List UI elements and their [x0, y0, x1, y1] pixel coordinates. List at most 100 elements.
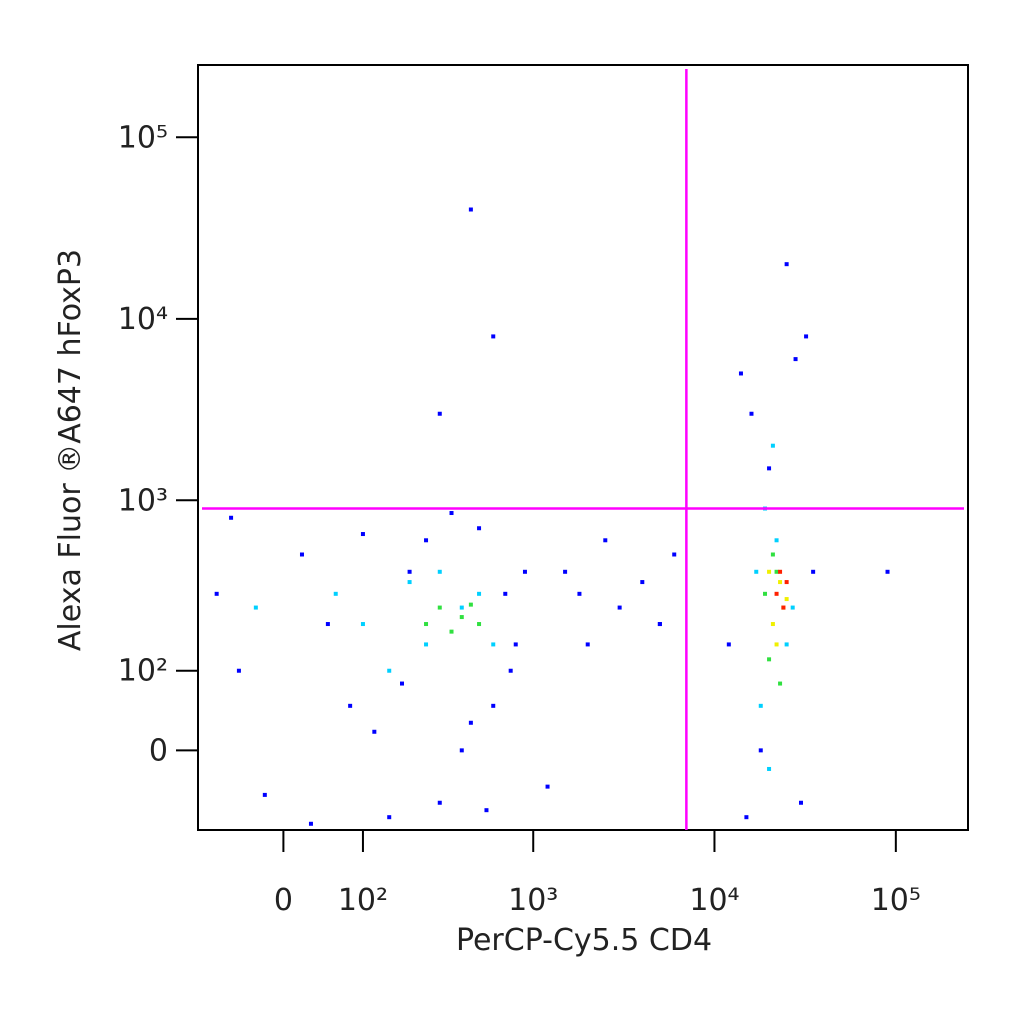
point — [449, 629, 454, 634]
x-tick-label: 10³ — [508, 883, 558, 918]
point — [513, 642, 518, 647]
x-tick-label: 10⁵ — [871, 883, 921, 918]
point — [790, 605, 795, 610]
point — [491, 334, 496, 339]
point — [778, 569, 783, 574]
point — [784, 642, 789, 647]
point — [214, 591, 219, 596]
point — [484, 808, 489, 813]
x-axis-label: PerCP-Cy5.5 CD4 — [456, 923, 712, 958]
plot-frame — [197, 64, 969, 831]
point — [229, 515, 234, 520]
point — [459, 748, 464, 753]
point — [348, 703, 353, 708]
point — [372, 729, 377, 734]
point — [477, 591, 482, 596]
point — [585, 642, 590, 647]
point — [387, 815, 392, 820]
y-axis-label: Alexa Fluor ®A647 hFoxP3 — [53, 249, 88, 651]
point — [387, 668, 392, 673]
point — [545, 784, 550, 789]
point — [774, 642, 779, 647]
point — [784, 580, 789, 585]
point — [449, 511, 454, 516]
point — [522, 569, 527, 574]
y-tick-label: 0 — [149, 733, 168, 768]
point — [407, 569, 412, 574]
y-tick-label: 10⁴ — [118, 302, 168, 337]
point — [407, 580, 412, 585]
point — [508, 668, 513, 673]
point — [308, 821, 313, 826]
point — [360, 622, 365, 627]
point — [437, 800, 442, 805]
point — [778, 681, 783, 686]
point — [477, 526, 482, 531]
point — [577, 591, 582, 596]
point — [491, 703, 496, 708]
point — [774, 538, 779, 543]
point — [784, 597, 789, 602]
point — [437, 569, 442, 574]
point — [738, 371, 743, 376]
point — [798, 800, 803, 805]
point — [754, 569, 759, 574]
point — [617, 605, 622, 610]
point — [325, 622, 330, 627]
x-tick-label: 10² — [338, 883, 388, 918]
point — [770, 552, 775, 557]
point — [253, 605, 258, 610]
point — [459, 615, 464, 620]
point — [767, 569, 772, 574]
point — [749, 411, 754, 416]
point — [299, 552, 304, 557]
point — [885, 569, 890, 574]
point — [603, 538, 608, 543]
y-tick-label: 10⁵ — [118, 120, 168, 155]
point — [781, 605, 786, 610]
point — [811, 569, 816, 574]
point — [424, 642, 429, 647]
point — [262, 792, 267, 797]
point — [778, 580, 783, 585]
point — [767, 657, 772, 662]
point — [437, 411, 442, 416]
point — [770, 622, 775, 627]
point — [437, 605, 442, 610]
point — [424, 538, 429, 543]
point — [640, 580, 645, 585]
point — [804, 334, 809, 339]
point — [784, 262, 789, 267]
point — [726, 642, 731, 647]
point — [236, 668, 241, 673]
point — [468, 602, 473, 607]
point — [459, 605, 464, 610]
y-tick-label: 10³ — [118, 483, 168, 518]
point — [333, 591, 338, 596]
x-tick-label: 10⁴ — [689, 883, 739, 918]
point — [767, 466, 772, 471]
x-tick-label: 0 — [274, 883, 293, 918]
y-tick-label: 10² — [118, 654, 168, 689]
point — [657, 622, 662, 627]
point — [360, 532, 365, 537]
point — [767, 766, 772, 771]
point — [424, 622, 429, 627]
point — [744, 815, 749, 820]
point — [758, 703, 763, 708]
point — [758, 748, 763, 753]
point — [477, 622, 482, 627]
point — [400, 681, 405, 686]
point — [503, 591, 508, 596]
point — [763, 591, 768, 596]
point — [563, 569, 568, 574]
point — [491, 642, 496, 647]
point — [774, 569, 779, 574]
point — [793, 357, 798, 362]
point — [770, 443, 775, 448]
point — [468, 720, 473, 725]
point — [672, 552, 677, 557]
point — [774, 591, 779, 596]
